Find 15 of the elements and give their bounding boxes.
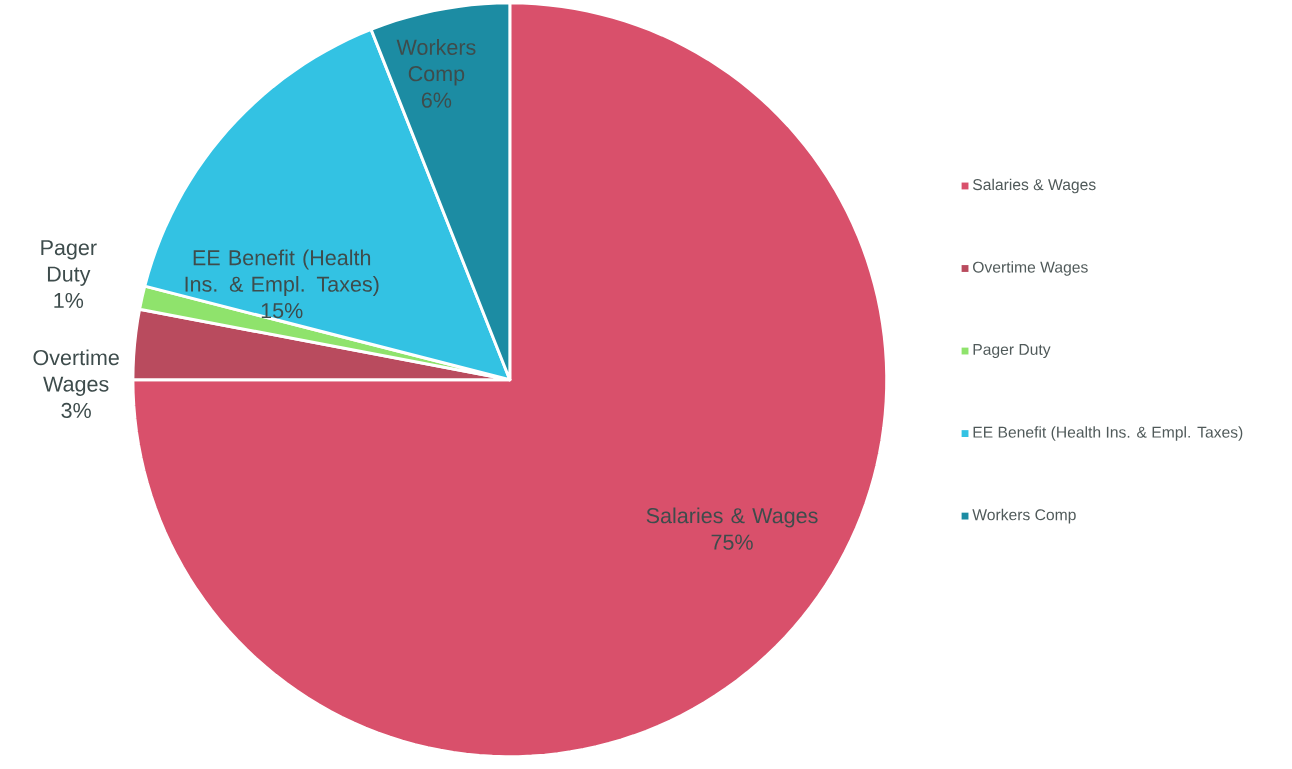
data-label: 15% xyxy=(261,302,303,318)
data-label: 75% xyxy=(711,534,753,550)
data-label: 6% xyxy=(421,92,452,108)
data-label: 3% xyxy=(61,402,91,418)
slice-label: Salaries & Wages xyxy=(646,507,818,528)
legend-label: EE Benefit (Health Ins. & Empl. Taxes) xyxy=(973,426,1243,441)
legend-label: Workers Comp xyxy=(972,508,1076,524)
slice-label: Workers Comp xyxy=(396,38,476,86)
slice-label: Overtime Wages xyxy=(33,349,119,396)
legend-label: Pager Duty xyxy=(973,343,1051,358)
legend-label: Overtime Wages xyxy=(973,260,1088,276)
data-label: 1% xyxy=(54,292,84,308)
slice-label: EE Benefit (Health Ins. & Empl. Taxes) xyxy=(185,249,379,296)
legend-label: Salaries & Wages xyxy=(972,178,1096,194)
slice-label: Pager Duty xyxy=(41,239,97,286)
